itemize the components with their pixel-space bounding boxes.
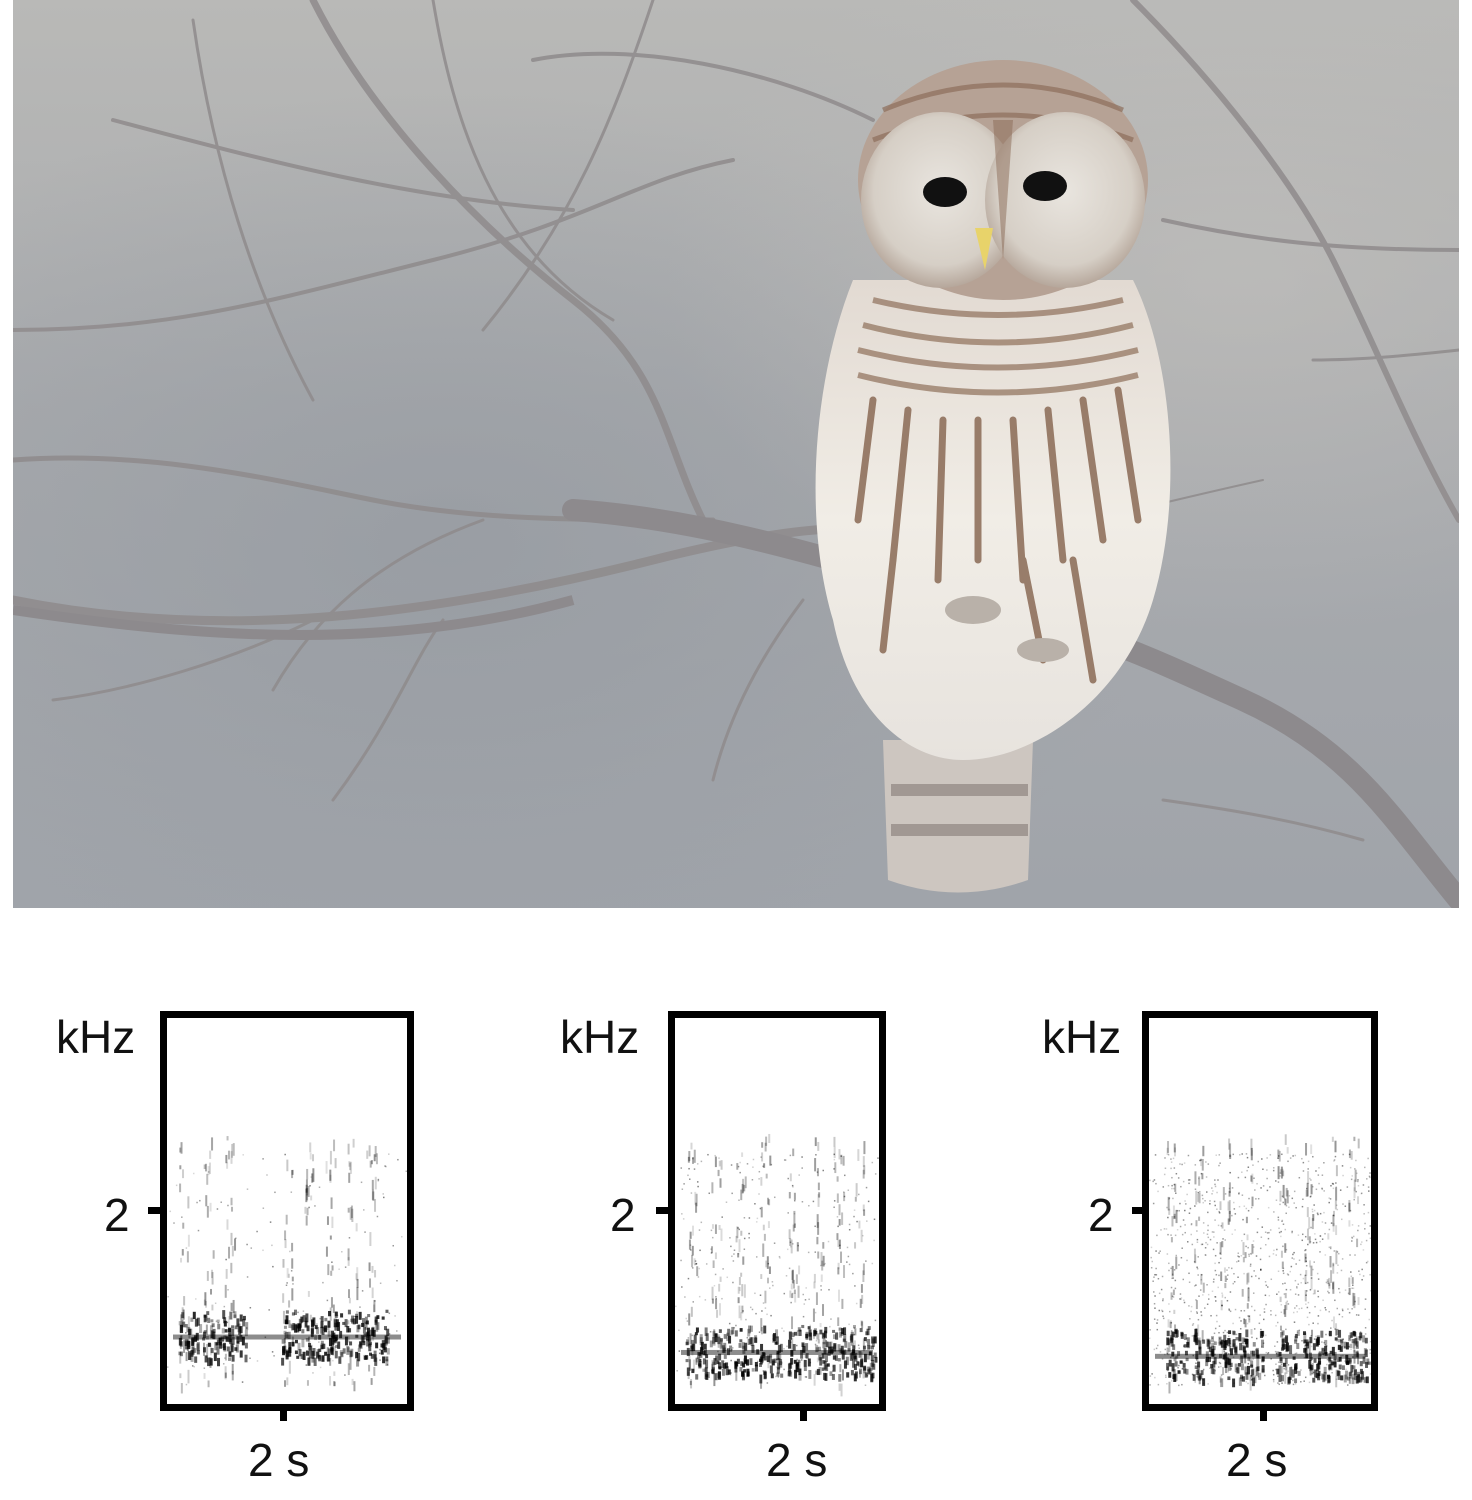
- spectrogram-texture: [167, 1136, 407, 1394]
- x-tick-mark: [800, 1408, 807, 1421]
- spectrogram-panel-2: kHz 2 2 s: [558, 1000, 898, 1486]
- spectrogram-panel-3: kHz 2 2 s: [1040, 1000, 1380, 1486]
- spectrogram-plot-1: [160, 1011, 414, 1411]
- y-tick-mark: [148, 1207, 160, 1214]
- x-tick-mark: [1260, 1408, 1267, 1421]
- y-tick-mark: [656, 1207, 668, 1214]
- x-tick-label: 2 s: [766, 1434, 828, 1486]
- x-tick-label: 2 s: [1226, 1434, 1288, 1486]
- y-axis-unit-label: kHz: [56, 1011, 136, 1063]
- spectrogram-plot-2: [668, 1011, 886, 1411]
- y-axis-unit-label: kHz: [1042, 1011, 1122, 1063]
- y-tick-label: 2: [610, 1189, 636, 1241]
- spectrogram-texture: [1149, 1134, 1371, 1394]
- y-tick-label: 2: [104, 1189, 130, 1241]
- y-tick-label: 2: [1088, 1189, 1114, 1241]
- x-tick-mark: [280, 1408, 287, 1421]
- y-axis-unit-label: kHz: [560, 1011, 640, 1063]
- spectrogram-panel-1: kHz 2 2 s: [54, 1000, 414, 1486]
- spectrogram-texture: [675, 1133, 879, 1397]
- owl-figure: [815, 60, 1171, 893]
- owl-photo-illustration: [13, 0, 1459, 908]
- y-tick-mark: [1132, 1207, 1144, 1214]
- x-tick-label: 2 s: [248, 1434, 310, 1486]
- owl-photo: [13, 0, 1459, 908]
- spectrogram-plot-3: [1142, 1011, 1378, 1411]
